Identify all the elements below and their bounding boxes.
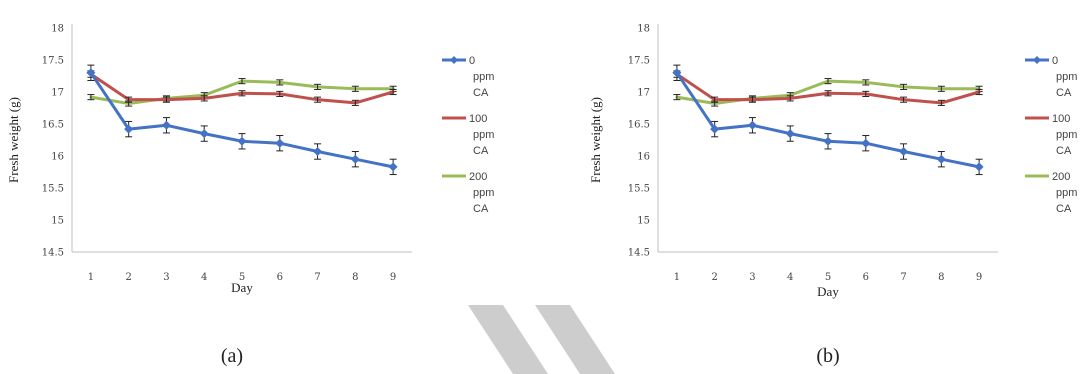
y-tick-label: 18	[51, 24, 64, 35]
data-point-marker	[936, 154, 946, 164]
legend-label: CA	[1056, 87, 1072, 99]
x-axis-title: Day	[817, 284, 839, 299]
y-axis-title: Fresh weight (g)	[588, 97, 603, 183]
data-point-marker	[199, 129, 209, 139]
y-tick-label: 17.5	[628, 56, 650, 67]
panel-label: (a)	[221, 345, 243, 367]
panel-label: (b)	[816, 345, 839, 367]
legend-label: CA	[1056, 203, 1072, 215]
x-tick-label: 6	[863, 272, 869, 283]
y-tick-label: 16	[637, 152, 650, 163]
legend-label: ppm	[473, 129, 494, 141]
x-tick-label: 2	[125, 272, 131, 283]
data-point-marker	[86, 68, 96, 78]
y-tick-label: 18	[637, 24, 650, 35]
legend-label: CA	[1056, 145, 1072, 157]
legend-label: 200	[469, 171, 487, 183]
legend-label: 200	[1052, 171, 1070, 183]
x-tick-label: 3	[163, 272, 169, 283]
data-point-marker	[672, 68, 682, 78]
y-tick-label: 14.5	[628, 248, 650, 259]
data-point-marker	[388, 162, 398, 172]
legend-label: CA	[473, 203, 489, 215]
legend-label: CA	[473, 145, 489, 157]
chart-panel-b: 14.5 15 15.5 16 16.5 17 17.5 18 1 2 3 4 5 6 7 8 9 Day Fres…	[588, 24, 1077, 368]
data-point-marker	[313, 147, 323, 157]
series-line	[89, 71, 395, 169]
x-tick-label: 1	[674, 272, 680, 283]
y-tick-label: 16.5	[628, 120, 650, 131]
legend-label: ppm	[473, 71, 494, 83]
legend-label: 0	[469, 55, 475, 67]
y-tick-label: 17	[51, 88, 64, 99]
legend-label: 0	[1052, 55, 1058, 67]
watermark-stroke-left	[468, 305, 548, 374]
y-tick-label: 16.5	[42, 120, 64, 131]
x-tick-label: 4	[201, 272, 207, 283]
legend-label: ppm	[473, 187, 494, 199]
x-tick-label: 9	[976, 272, 982, 283]
y-tick-label: 15	[637, 216, 650, 227]
x-tick-label: 2	[711, 272, 717, 283]
x-tick-label: 3	[749, 272, 755, 283]
x-tick-label: 5	[825, 272, 831, 283]
legend-label: ppm	[1056, 187, 1077, 199]
y-tick-label: 17	[637, 88, 650, 99]
legend-label: CA	[473, 87, 489, 99]
legend-marker	[450, 56, 458, 64]
legend-label: ppm	[1056, 129, 1077, 141]
y-tick-label: 15.5	[42, 184, 64, 195]
x-tick-label: 9	[390, 272, 396, 283]
data-point-marker	[785, 129, 795, 139]
chart-panel-a: 14.5 15 15.5 16 16.5 17 17.5 18 1 2 3 4 5 6 7 8 9 Day Fres…	[6, 24, 494, 368]
data-point-marker	[161, 120, 171, 130]
watermark	[468, 305, 615, 374]
x-tick-label: 6	[277, 272, 283, 283]
legend-marker	[1033, 56, 1041, 64]
data-point-marker	[237, 136, 247, 146]
y-tick-label: 15	[51, 216, 64, 227]
data-point-marker	[747, 120, 757, 130]
x-tick-label: 8	[352, 272, 358, 283]
y-axis-title: Fresh weight (g)	[6, 97, 21, 183]
data-point-marker	[861, 138, 871, 148]
data-point-marker	[710, 124, 720, 134]
y-tick-label: 16	[51, 152, 64, 163]
x-tick-label: 7	[900, 272, 906, 283]
data-point-marker	[823, 136, 833, 146]
y-tick-label: 17.5	[42, 56, 64, 67]
y-tick-label: 15.5	[628, 184, 650, 195]
x-tick-label: 4	[787, 272, 793, 283]
x-axis-title: Day	[231, 280, 253, 295]
x-tick-label: 8	[938, 272, 944, 283]
legend-label: 100	[1052, 113, 1070, 125]
data-point-marker	[899, 147, 909, 157]
legend-label: ppm	[1056, 71, 1077, 83]
data-point-marker	[974, 162, 984, 172]
x-tick-label: 1	[88, 272, 94, 283]
x-tick-label: 5	[239, 272, 245, 283]
series-line	[675, 71, 981, 169]
watermark-stroke-right	[535, 305, 615, 374]
x-tick-label: 7	[314, 272, 320, 283]
data-point-marker	[275, 138, 285, 148]
data-point-marker	[350, 154, 360, 164]
data-point-marker	[124, 124, 134, 134]
legend-label: 100	[469, 113, 487, 125]
y-tick-label: 14.5	[42, 248, 64, 259]
